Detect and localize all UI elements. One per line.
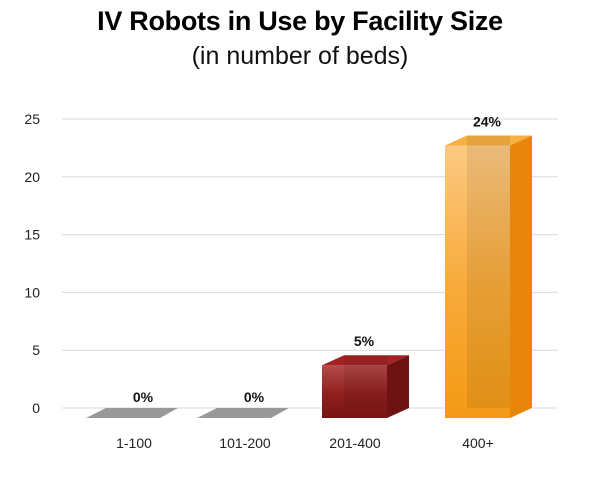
data-label: 5% — [354, 333, 375, 349]
bar-inner-shade — [344, 355, 387, 408]
bar-side — [387, 355, 409, 418]
bar-1-100 — [86, 408, 178, 418]
x-tick-label: 201-400 — [329, 435, 381, 451]
bar-side — [510, 135, 532, 418]
y-tick-label: 20 — [24, 169, 40, 185]
y-tick-label: 10 — [24, 284, 40, 300]
data-label: 0% — [244, 389, 265, 405]
y-tick-label: 25 — [24, 111, 40, 127]
bar-inner-shade — [467, 135, 510, 408]
bar-front — [445, 145, 510, 418]
chart-subtitle: (in number of beds) — [191, 42, 409, 70]
chart-title: IV Robots in Use by Facility Size — [97, 6, 503, 36]
bar-top — [322, 355, 409, 366]
data-label: 24% — [473, 114, 502, 130]
bar-flat — [197, 408, 289, 418]
bar-front — [322, 365, 387, 418]
bar-400+ — [445, 135, 532, 418]
y-tick-label: 15 — [24, 227, 40, 243]
x-tick-label: 101-200 — [219, 435, 271, 451]
y-tick-label: 0 — [32, 400, 40, 416]
bar-101-200 — [197, 408, 289, 418]
x-tick-label: 400+ — [462, 435, 494, 451]
bar-flat — [86, 408, 178, 418]
y-tick-label: 5 — [32, 342, 40, 358]
data-label: 0% — [133, 389, 154, 405]
bar-top — [445, 135, 532, 146]
bar-201-400 — [322, 355, 409, 418]
x-tick-label: 1-100 — [116, 435, 152, 451]
